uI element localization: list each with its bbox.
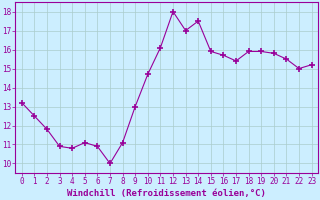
X-axis label: Windchill (Refroidissement éolien,°C): Windchill (Refroidissement éolien,°C)	[67, 189, 266, 198]
